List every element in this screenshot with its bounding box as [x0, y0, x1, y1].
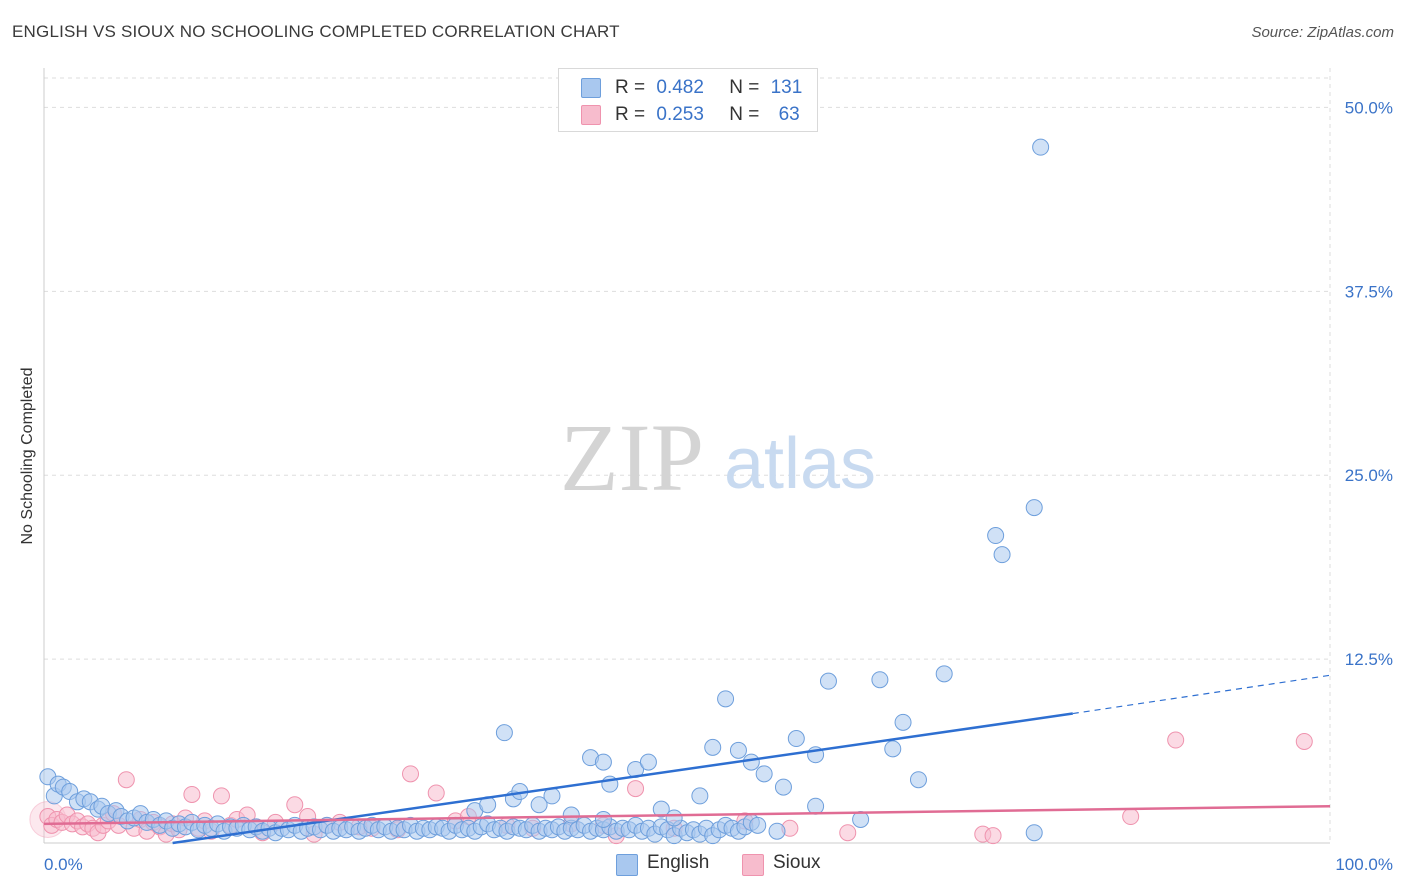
english-point: [993, 546, 1011, 564]
english-point: [665, 809, 683, 827]
sioux-point: [1122, 808, 1140, 826]
english-point: [871, 671, 889, 689]
english-point: [639, 753, 657, 771]
english-legend-swatch: [616, 854, 638, 876]
axes-layer: [43, 68, 1330, 844]
sioux-point: [627, 780, 645, 798]
english-point: [774, 778, 792, 796]
y-tick-label-0: 12.5%: [1345, 650, 1393, 669]
sioux-point: [286, 796, 304, 814]
sioux-point: [1167, 731, 1185, 749]
sioux-point: [984, 827, 1002, 845]
source-label: Source: ZipAtlas.com: [1251, 24, 1394, 41]
english-point: [807, 797, 825, 815]
english-point: [1025, 499, 1043, 517]
english-point: [652, 800, 670, 818]
english-point: [717, 690, 735, 708]
sioux-r-label: R =: [615, 104, 646, 125]
english-point: [768, 822, 786, 840]
sioux-point: [183, 785, 201, 803]
english-point: [729, 741, 747, 759]
sioux-point: [212, 787, 230, 805]
english-point: [594, 753, 612, 771]
english-point: [894, 713, 912, 731]
english-trend-extension: [1072, 674, 1331, 715]
tick-labels: 12.5% 25.0% 37.5% 50.0% 0.0% 100.0%: [44, 98, 1393, 874]
english-n-label: N =: [729, 77, 760, 98]
english-point: [909, 771, 927, 789]
english-n-value: 131: [770, 77, 803, 98]
sioux-swatch: [581, 105, 601, 125]
sioux-legend-label: Sioux: [773, 852, 821, 873]
english-point: [562, 806, 580, 824]
sioux-n-label: N =: [729, 104, 760, 125]
english-point: [704, 738, 722, 756]
english-point: [755, 765, 773, 783]
english-r-value: 0.482: [656, 77, 704, 98]
english-r-label: R =: [615, 77, 646, 98]
sioux-trend-line: [43, 804, 1331, 826]
english-point: [530, 796, 548, 814]
x-tick-label-max: 100.0%: [1335, 855, 1393, 874]
english-point: [594, 810, 612, 828]
x-tick-label-min: 0.0%: [44, 855, 83, 874]
english-point: [742, 753, 760, 771]
trend-lines: [43, 674, 1331, 845]
english-trend-line: [172, 712, 1073, 845]
english-point: [819, 672, 837, 690]
english-swatch: [581, 78, 601, 98]
sioux-point: [402, 765, 420, 783]
y-tick-label-1: 25.0%: [1345, 466, 1393, 485]
sioux-n-value: 63: [778, 104, 800, 125]
english-point: [691, 787, 709, 805]
sioux-point: [1295, 732, 1313, 750]
english-point: [935, 665, 953, 683]
english-point: [787, 730, 805, 748]
english-legend-label: English: [647, 852, 710, 873]
correlation-legend: R = 0.482 N = 131 R = 0.253 N = 63: [558, 68, 818, 132]
sioux-point: [839, 824, 857, 842]
english-point: [1032, 138, 1050, 156]
sioux-r-value: 0.253: [656, 104, 704, 125]
sioux-point: [427, 784, 445, 802]
english-point: [495, 724, 513, 742]
watermark-zip: ZIP: [560, 404, 704, 511]
watermark-atlas: atlas: [724, 424, 876, 504]
y-tick-label-2: 37.5%: [1345, 282, 1393, 301]
sioux-point: [117, 771, 135, 789]
sioux-legend-swatch: [742, 854, 764, 876]
english-point: [884, 740, 902, 758]
english-point: [749, 816, 767, 834]
chart-title: ENGLISH VS SIOUX NO SCHOOLING COMPLETED …: [12, 22, 620, 41]
y-tick-label-3: 50.0%: [1345, 98, 1393, 117]
english-point: [1025, 824, 1043, 842]
english-point: [987, 527, 1005, 545]
